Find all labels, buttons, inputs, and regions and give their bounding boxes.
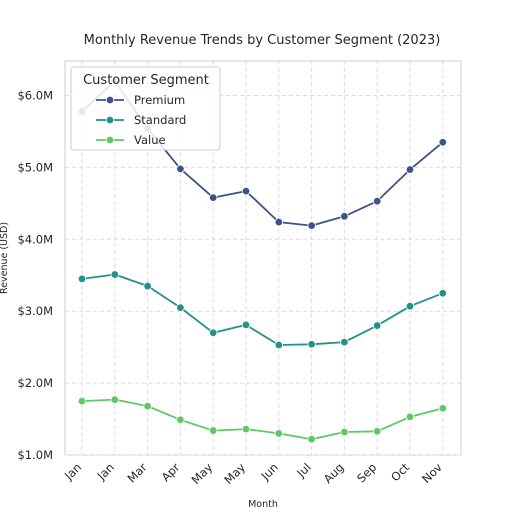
data-point [307,434,316,444]
data-point [241,424,251,434]
x-tick-label: Jul [293,460,313,480]
legend: Customer Segment Premium Standard Value [70,66,221,151]
y-tick-label: $6.0M [17,89,53,103]
data-point [274,429,283,438]
x-tick-label: Oct [388,460,412,484]
series-line [81,398,444,441]
legend-marker [105,95,115,105]
data-point [176,164,185,174]
y-tick-label: $4.0M [17,232,53,246]
data-point [340,212,349,221]
data-point [208,193,218,202]
data-point [438,289,447,298]
legend-marker [105,135,115,145]
data-point [274,217,283,227]
data-point [176,303,185,312]
data-point [373,197,382,206]
data-point [241,186,251,196]
x-tick-label: Apr [159,460,183,484]
legend-item: Premium [96,93,185,107]
y-tick-label: $2.0M [17,376,53,390]
data-point [208,328,218,337]
legend-label: Premium [134,93,185,107]
series-standard [77,270,447,350]
data-point [307,221,316,230]
y-tick-label: $1.0M [17,448,53,462]
data-point [405,165,415,174]
legend-marker [105,115,115,125]
chart-title: Monthly Revenue Trends by Customer Segme… [84,33,441,48]
x-tick-label: Mar [124,460,149,485]
legend-item: Value [96,133,166,147]
x-tick-label: Jan [61,460,84,483]
y-tick-label: $5.0M [17,160,53,174]
data-point [340,427,349,437]
legend-title: Customer Segment [83,73,209,88]
data-point [241,320,251,330]
y-axis: $1.0M $2.0M $3.0M $4.0M $5.0M $6.0M [17,89,53,462]
x-axis-title: Month [248,499,278,510]
data-point [373,321,382,330]
data-point [143,401,152,411]
x-tick-label: Nov [419,460,445,486]
data-point [143,281,152,291]
series-value [77,395,447,444]
x-tick-label: Aug [321,460,347,486]
data-point [77,274,87,284]
legend-item: Standard [96,113,186,127]
y-tick-label: $3.0M [17,304,53,318]
data-point [438,404,447,413]
legend-label: Standard [134,113,186,127]
data-point [110,395,119,404]
x-axis: Jan Jan Mar Apr May May Jun Jul Aug Sep Oct Nov [61,460,445,487]
data-point [208,426,218,435]
legend-label: Value [134,133,166,147]
series-line [81,273,444,346]
data-point [405,412,415,422]
x-tick-label: Jan [94,460,117,483]
data-point [274,340,283,350]
x-tick-label: Sep [354,460,379,485]
x-tick-label: May [221,460,248,487]
data-point [77,396,87,406]
x-tick-label: Jun [258,460,281,483]
legend-items: Premium Standard Value [96,93,186,147]
data-point [438,138,447,147]
x-tick-label: May [189,460,216,487]
data-point [110,270,119,279]
y-axis-title: Revenue (USD) [0,222,10,294]
legend-box [70,66,221,151]
data-point [405,301,415,311]
data-point [340,337,349,347]
data-point [176,415,185,424]
data-point [373,427,382,436]
data-point [307,340,316,349]
